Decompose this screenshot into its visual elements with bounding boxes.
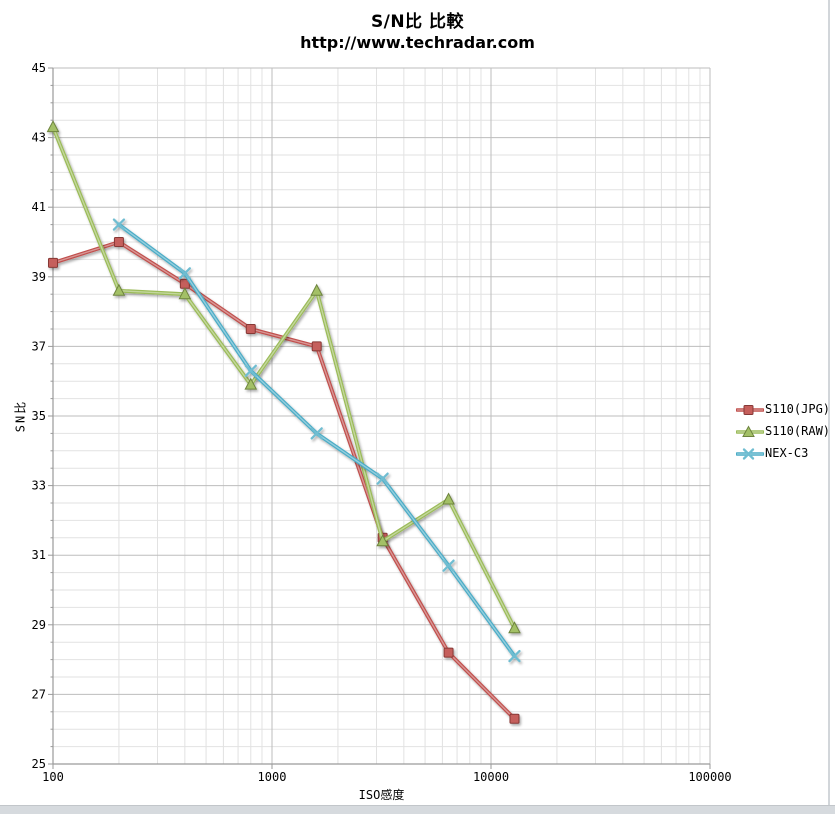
- data-point-marker: [48, 257, 58, 268]
- legend-swatch-square-icon: [735, 402, 765, 416]
- series-nex-c3: [112, 218, 521, 663]
- data-point-marker: [443, 647, 454, 658]
- data-point-marker: [245, 324, 256, 334]
- y-tick-label: 43: [32, 131, 46, 145]
- data-point-marker: [311, 341, 322, 352]
- right-border-strip: [828, 0, 830, 806]
- chart-subtitle: http://www.techradar.com: [300, 33, 535, 52]
- chart-legend: S110(JPG) S110(RAW) NEX-C3: [735, 398, 831, 464]
- data-point-marker: [178, 267, 192, 280]
- chart-title: S/N比 比較: [370, 12, 465, 32]
- data-point-marker: [112, 283, 126, 296]
- x-axis-title: ISO感度: [358, 788, 405, 802]
- y-tick-label: 29: [32, 618, 46, 632]
- data-point-marker: [442, 492, 455, 505]
- data-point-marker: [509, 713, 520, 724]
- x-tick-label: 100: [42, 770, 64, 784]
- bottom-border-strip: [0, 805, 835, 814]
- gridlines-major: [52, 67, 711, 765]
- x-tick-label: 10000: [473, 770, 509, 784]
- data-point-marker: [46, 120, 60, 133]
- data-point-marker: [508, 649, 521, 663]
- legend-item-nex-c3: NEX-C3: [735, 442, 830, 464]
- y-tick-label: 31: [32, 548, 46, 562]
- data-point-marker: [112, 218, 126, 231]
- legend-swatch-x-icon: [735, 446, 765, 460]
- y-tick-label: 45: [32, 61, 46, 75]
- data-point-marker: [310, 427, 323, 440]
- y-tick-label: 27: [32, 687, 46, 701]
- y-tick-label: 37: [32, 339, 46, 353]
- data-point-marker: [310, 283, 324, 296]
- legend-item-s110-raw: S110(RAW): [735, 420, 831, 442]
- x-tick-label: 1000: [258, 770, 287, 784]
- y-tick-label: 35: [32, 409, 46, 423]
- data-point-marker: [376, 534, 389, 547]
- y-tick-label: 25: [32, 757, 46, 771]
- y-tick-label: 41: [32, 200, 46, 214]
- data-point-marker: [508, 621, 521, 634]
- legend-label: S110(RAW): [765, 424, 831, 438]
- y-tick-label: 39: [32, 270, 46, 284]
- legend-swatch-triangle-icon: [735, 424, 765, 438]
- legend-label: S110(JPG): [765, 402, 831, 416]
- data-point-marker: [113, 237, 124, 247]
- axes: [48, 67, 711, 769]
- legend-label: NEX-C3: [765, 446, 809, 460]
- x-tick-label: 100000: [688, 770, 731, 784]
- data-point-marker: [178, 287, 192, 300]
- data-point-marker: [376, 472, 389, 485]
- y-tick-label: 33: [32, 479, 46, 493]
- data-point-marker: [244, 364, 257, 377]
- tick-labels: 25 27 29 31 33 35 37 39 41 43 45 100 1000 10000 100000: [32, 61, 732, 784]
- data-point-marker: [442, 559, 455, 572]
- series-s110-raw-: [46, 120, 521, 634]
- data-point-marker: [244, 377, 258, 390]
- legend-item-s110-jpg: S110(JPG): [735, 398, 831, 420]
